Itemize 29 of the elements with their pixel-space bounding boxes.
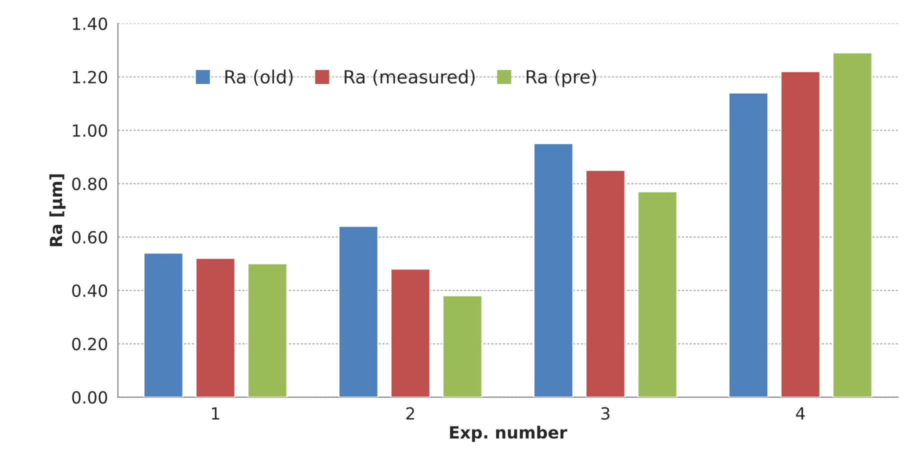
bar <box>247 263 288 398</box>
y-tick-label: 0.20 <box>72 338 108 350</box>
legend-label: Ra (pre) <box>526 70 596 88</box>
bar <box>390 268 430 398</box>
y-tick-label: 0.00 <box>72 391 108 404</box>
bar <box>728 92 768 398</box>
bar <box>585 170 626 398</box>
bar <box>143 252 184 398</box>
bar <box>338 226 378 398</box>
x-tick-label: 2 <box>406 407 414 420</box>
y-axis-title: Ra [µm] <box>49 174 66 246</box>
bar <box>780 70 820 398</box>
bar <box>195 258 236 398</box>
bar <box>533 143 574 398</box>
x-tick-label: 4 <box>796 407 805 420</box>
x-tick-label: 3 <box>601 407 610 420</box>
y-tick-label: 1.00 <box>72 124 108 137</box>
y-tick-label: 1.40 <box>72 17 108 30</box>
x-axis-title: Exp. number <box>450 426 568 442</box>
bar <box>832 52 872 398</box>
legend-label: Ra (old) <box>225 70 293 86</box>
bar <box>442 295 482 398</box>
y-tick-label: 0.40 <box>72 284 108 297</box>
x-tick-label: 1 <box>212 407 220 420</box>
y-tick-label: 1.20 <box>72 70 108 84</box>
bar <box>637 191 678 398</box>
legend-label: Ra (measured) <box>344 70 475 86</box>
y-tick-label: 0.80 <box>72 178 108 190</box>
y-tick-label: 0.60 <box>72 230 108 244</box>
